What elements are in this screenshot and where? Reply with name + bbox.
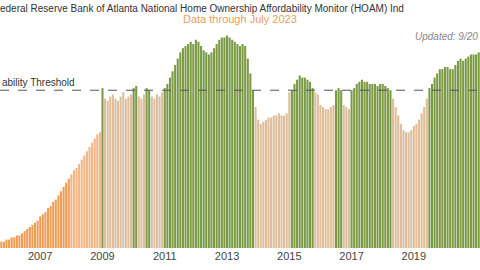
svg-text:ability Threshold: ability Threshold: [2, 77, 75, 88]
svg-text:2007: 2007: [28, 250, 52, 262]
svg-text:2011: 2011: [153, 250, 177, 262]
svg-text:Updated: 9/20: Updated: 9/20: [415, 31, 478, 42]
svg-text:2013: 2013: [215, 250, 239, 262]
svg-text:ederal Reserve Bank of Atlanta: ederal Reserve Bank of Atlanta National …: [0, 3, 404, 14]
svg-text:2017: 2017: [339, 250, 363, 262]
svg-text:2015: 2015: [277, 250, 301, 262]
svg-text:2009: 2009: [90, 250, 114, 262]
svg-text:Data through July 2023: Data through July 2023: [183, 13, 297, 25]
svg-text:2019: 2019: [402, 250, 426, 262]
